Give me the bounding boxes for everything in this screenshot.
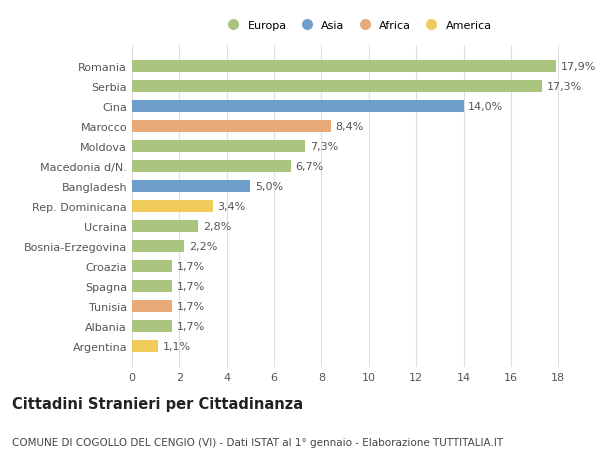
Text: 17,3%: 17,3% [547,82,582,92]
Bar [132,180,250,193]
Text: COMUNE DI COGOLLO DEL CENGIO (VI) - Dati ISTAT al 1° gennaio - Elaborazione TUTT: COMUNE DI COGOLLO DEL CENGIO (VI) - Dati… [12,437,503,447]
Text: 5,0%: 5,0% [255,182,283,191]
Bar [132,201,212,213]
Text: 3,4%: 3,4% [217,202,245,212]
Bar [132,320,172,333]
Bar [132,241,184,253]
Bar [132,101,464,113]
Text: 2,2%: 2,2% [189,241,217,252]
Bar [132,220,199,233]
Text: 1,7%: 1,7% [177,262,205,271]
Bar [132,280,172,293]
Text: 2,8%: 2,8% [203,222,232,231]
Text: 7,3%: 7,3% [310,142,338,151]
Text: 1,7%: 1,7% [177,281,205,291]
Bar [132,61,556,73]
Text: 17,9%: 17,9% [560,62,596,72]
Text: 1,7%: 1,7% [177,321,205,331]
Bar [132,340,158,353]
Text: 14,0%: 14,0% [469,101,503,112]
Bar [132,300,172,313]
Legend: Europa, Asia, Africa, America: Europa, Asia, Africa, America [218,16,496,35]
Text: 1,1%: 1,1% [163,341,191,352]
Text: 8,4%: 8,4% [335,122,364,132]
Bar [132,80,542,93]
Bar [132,120,331,133]
Text: Cittadini Stranieri per Cittadinanza: Cittadini Stranieri per Cittadinanza [12,397,303,412]
Text: 1,7%: 1,7% [177,302,205,312]
Text: 6,7%: 6,7% [295,162,323,172]
Bar [132,140,305,153]
Bar [132,260,172,273]
Bar [132,160,290,173]
